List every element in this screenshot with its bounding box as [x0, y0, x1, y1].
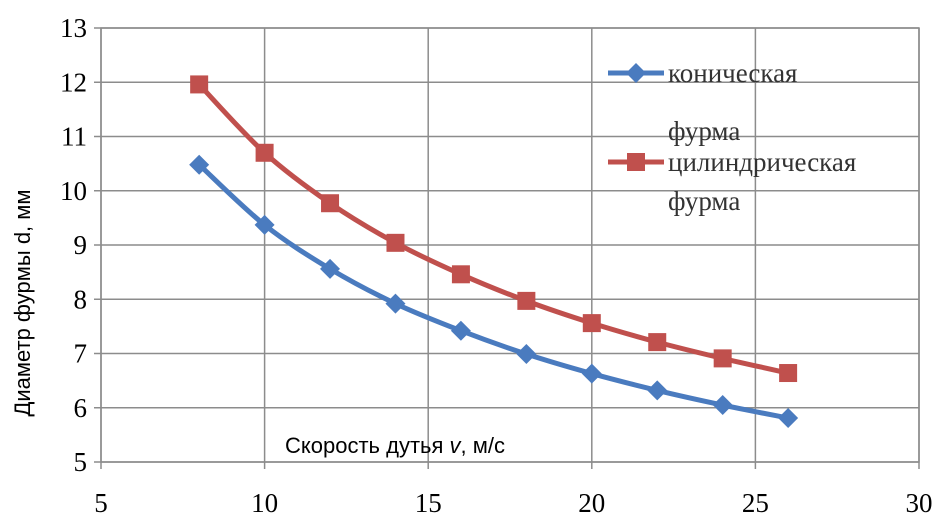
data-point [713, 349, 732, 368]
data-point [582, 314, 601, 333]
y-tick-label: 11 [61, 122, 87, 152]
x-axis-label: Скорость дутья v, м/с [285, 433, 505, 458]
data-point [517, 291, 536, 310]
y-tick-label: 5 [74, 447, 88, 477]
tick-labels: 5 6 7 8 9 10 11 12 13 5 10 15 20 25 30 [60, 13, 933, 518]
data-point [581, 363, 602, 384]
data-point [516, 344, 537, 365]
x-tick-label: 10 [251, 488, 278, 518]
data-point [320, 258, 341, 279]
legend-label-conical-line1: коническая [668, 58, 797, 88]
y-tick-label: 7 [74, 339, 88, 369]
plot-frame [94, 27, 920, 469]
legend-marker-cylindrical [627, 153, 645, 171]
series-line [197, 82, 789, 376]
data-point [648, 333, 667, 352]
grid [100, 27, 920, 463]
data-point [386, 233, 405, 252]
legend-item-conical: коническая фурма [608, 58, 797, 146]
data-point [189, 154, 210, 175]
data-point [190, 75, 209, 94]
data-point [385, 293, 406, 314]
y-axis-label: Диаметр фурмы d, мм [10, 189, 35, 416]
x-tick-label: 20 [578, 488, 605, 518]
data-point [779, 364, 798, 383]
series-conical [189, 154, 799, 429]
x-tick-label: 25 [742, 488, 769, 518]
data-point [778, 408, 799, 429]
data-point [712, 395, 733, 416]
y-tick-label: 9 [74, 230, 88, 260]
series-line [197, 162, 789, 421]
data-point [451, 265, 470, 284]
data-point [450, 320, 471, 341]
y-tick-label: 6 [74, 393, 88, 423]
y-tick-label: 10 [60, 176, 87, 206]
y-tick-label: 8 [74, 284, 88, 314]
legend-label-cylindrical-line2: фурма [668, 186, 740, 216]
x-tick-label: 5 [94, 488, 108, 518]
legend: коническая фурма цилиндрическая фурма [608, 58, 856, 216]
x-tick-label: 15 [415, 488, 442, 518]
x-tick-label: 30 [906, 488, 933, 518]
data-point [321, 194, 340, 213]
plot-border [100, 27, 920, 463]
legend-marker-conical [626, 63, 646, 83]
y-tick-label: 12 [60, 67, 87, 97]
data-point [647, 380, 668, 401]
legend-item-cylindrical: цилиндрическая фурма [608, 147, 856, 216]
series-cylindrical [190, 75, 798, 383]
data-point [254, 214, 275, 235]
series-layer [189, 75, 799, 429]
legend-label-conical-line2: фурма [668, 116, 740, 146]
y-tick-label: 13 [60, 13, 87, 43]
legend-label-cylindrical-line1: цилиндрическая [668, 147, 856, 177]
data-point [255, 143, 274, 162]
